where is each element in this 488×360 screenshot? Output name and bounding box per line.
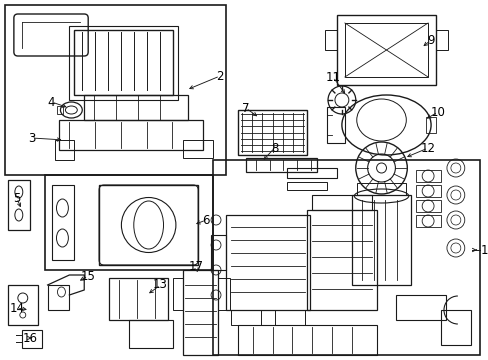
Bar bbox=[44, 175, 213, 270]
Text: 4: 4 bbox=[48, 95, 55, 108]
Bar bbox=[213, 160, 479, 355]
Bar bbox=[58, 106, 63, 114]
Bar bbox=[311, 195, 371, 210]
Bar bbox=[5, 5, 225, 175]
Bar bbox=[440, 310, 470, 345]
Bar bbox=[22, 330, 41, 348]
Bar bbox=[237, 110, 306, 155]
Bar bbox=[325, 30, 336, 50]
Text: 9: 9 bbox=[427, 33, 434, 46]
Bar bbox=[84, 95, 188, 120]
Bar bbox=[54, 140, 74, 160]
Text: 7: 7 bbox=[242, 102, 249, 114]
Bar bbox=[183, 140, 213, 158]
Text: 10: 10 bbox=[430, 105, 445, 118]
Bar bbox=[237, 325, 376, 355]
Bar bbox=[230, 310, 260, 325]
Bar bbox=[218, 278, 229, 310]
Bar bbox=[356, 183, 406, 195]
Bar bbox=[8, 285, 38, 325]
Bar bbox=[128, 320, 173, 348]
Bar bbox=[425, 117, 435, 133]
Text: 13: 13 bbox=[153, 279, 168, 292]
Text: 8: 8 bbox=[270, 141, 278, 154]
Bar bbox=[47, 285, 69, 310]
Bar bbox=[415, 170, 440, 182]
Bar bbox=[351, 195, 410, 285]
Bar bbox=[69, 26, 178, 100]
Text: 6: 6 bbox=[202, 213, 209, 226]
Bar bbox=[109, 278, 168, 320]
Text: 16: 16 bbox=[22, 332, 37, 345]
Text: 14: 14 bbox=[9, 302, 24, 315]
Bar bbox=[74, 30, 173, 95]
Text: 1: 1 bbox=[480, 243, 487, 257]
Bar bbox=[287, 168, 336, 178]
Bar bbox=[344, 23, 427, 77]
Bar bbox=[245, 158, 317, 172]
Text: 11: 11 bbox=[325, 71, 340, 84]
Bar bbox=[326, 107, 344, 143]
Bar bbox=[99, 185, 198, 265]
Bar bbox=[287, 182, 326, 190]
Bar bbox=[183, 270, 218, 355]
Bar bbox=[435, 30, 447, 50]
Bar bbox=[336, 15, 435, 85]
Text: 2: 2 bbox=[216, 69, 224, 82]
Bar bbox=[396, 295, 445, 320]
Text: 15: 15 bbox=[81, 270, 96, 283]
Bar bbox=[51, 185, 74, 260]
Bar bbox=[173, 278, 183, 310]
Bar bbox=[415, 185, 440, 197]
Bar bbox=[211, 235, 225, 270]
Text: 12: 12 bbox=[420, 141, 435, 154]
Text: 17: 17 bbox=[188, 261, 203, 274]
Text: 5: 5 bbox=[13, 192, 20, 204]
Bar bbox=[415, 215, 440, 227]
Bar bbox=[306, 210, 376, 310]
Bar bbox=[225, 215, 309, 310]
Text: 3: 3 bbox=[28, 131, 35, 144]
Bar bbox=[60, 120, 203, 150]
Bar bbox=[415, 200, 440, 212]
Bar bbox=[275, 310, 305, 325]
Bar bbox=[8, 180, 30, 230]
